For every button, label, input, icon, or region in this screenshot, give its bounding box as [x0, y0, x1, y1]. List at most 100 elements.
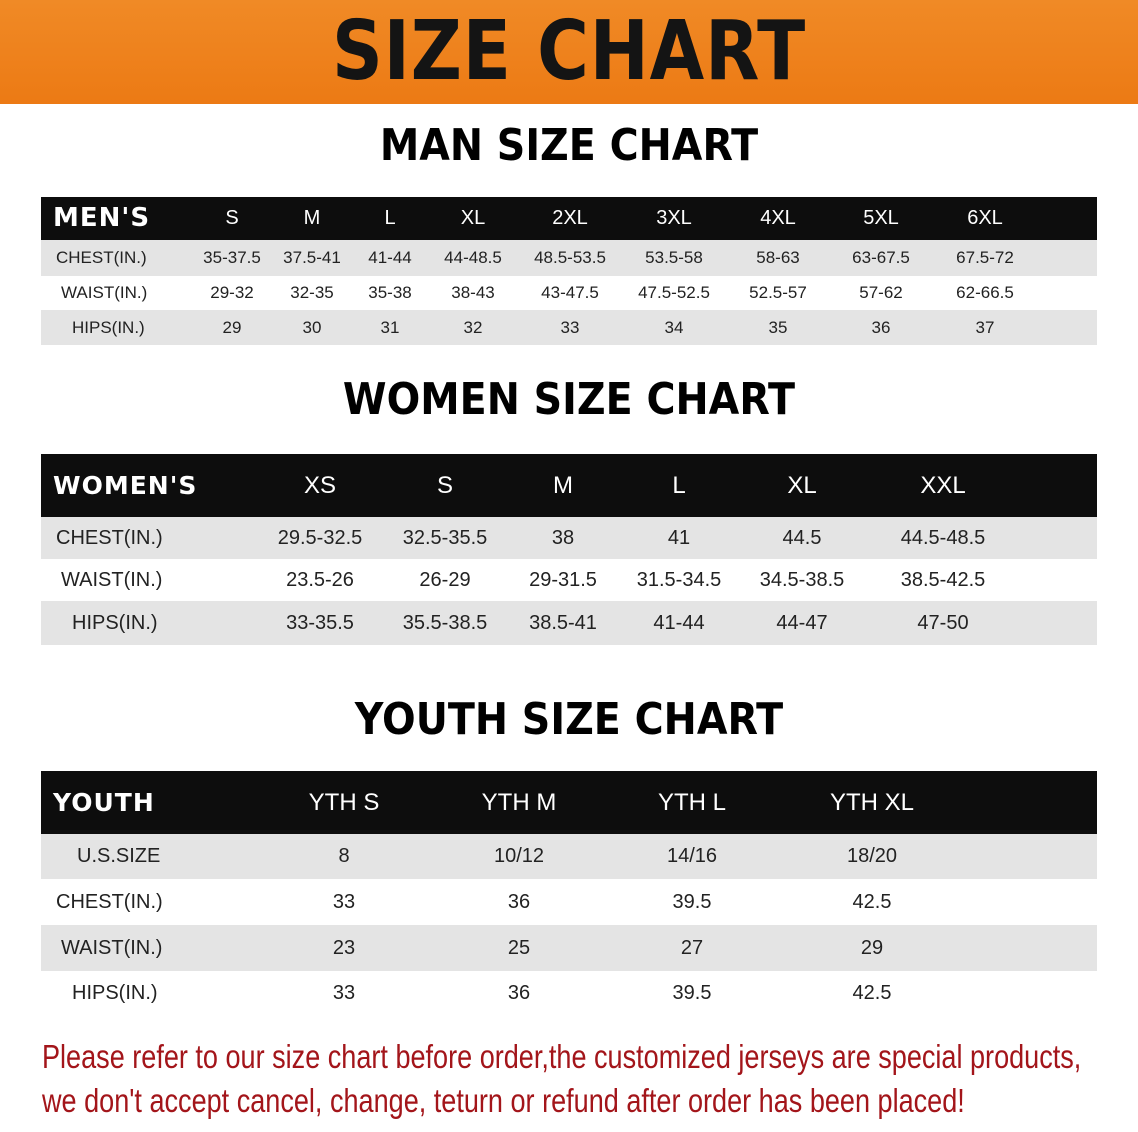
women-table-row: CHEST(IN.) 29.5-32.5 32.5-35.5 38 41 44.5 44.5…	[41, 517, 1097, 559]
youth-size-header: YTH L	[657, 789, 727, 816]
youth-table-row: HIPS(IN.) 33 36 39.5 42.5	[41, 971, 1097, 1016]
table-cell: 39.5	[672, 891, 712, 913]
table-cell: 44-47	[776, 612, 828, 634]
women-size-header: M	[553, 472, 573, 499]
row-label: CHEST(IN.)	[56, 527, 163, 549]
table-cell: 14/16	[666, 845, 718, 867]
table-cell: 29-32	[210, 283, 254, 302]
women-corner-label: WOMEN'S	[53, 471, 198, 500]
table-cell: 42.5	[852, 982, 892, 1004]
table-cell: 39.5	[672, 982, 712, 1004]
men-size-header: 4XL	[760, 207, 796, 229]
table-cell: 25	[507, 937, 531, 959]
notice-line-2: we don't accept cancel, change, teturn o…	[42, 1082, 965, 1119]
youth-size-table: YOUTH YTH S YTH M YTH L YTH XL U.S.SIZE 8 10/12…	[41, 771, 1097, 1016]
men-section-title: MAN SIZE CHART	[379, 120, 759, 171]
table-cell: 42.5	[852, 891, 892, 913]
women-size-header: S	[436, 472, 454, 499]
row-label: HIPS(IN.)	[72, 982, 158, 1004]
youth-size-header: YTH XL	[829, 789, 915, 816]
men-table-row: CHEST(IN.) 35-37.5 37.5-41 41-44 44-48.5 48.5…	[41, 240, 1097, 276]
table-cell: 47-50	[917, 612, 969, 634]
men-size-header: 5XL	[863, 207, 899, 229]
table-cell: 48.5-53.5	[534, 248, 606, 267]
men-size-header: 2XL	[552, 207, 588, 229]
table-cell: 37.5-41	[283, 248, 341, 267]
table-cell: 38-43	[451, 283, 495, 302]
table-cell: 38.5-41	[529, 612, 597, 634]
women-size-header: XL	[787, 472, 817, 499]
women-size-header: L	[672, 472, 686, 499]
table-cell: 23.5-26	[286, 569, 354, 591]
women-table-row: WAIST(IN.) 23.5-26 26-29 29-31.5 31.5-34.5 34…	[41, 559, 1097, 601]
table-cell: 34	[664, 318, 684, 337]
table-cell: 32-35	[290, 283, 334, 302]
men-table-row: HIPS(IN.) 29 30 31 32 33 34 35 36 37	[41, 310, 1097, 345]
men-size-header: M	[303, 207, 321, 229]
men-size-header: L	[384, 207, 396, 229]
table-cell: 35-38	[368, 283, 412, 302]
table-cell: 47.5-52.5	[638, 283, 710, 302]
women-size-header: XS	[303, 472, 337, 499]
table-cell: 23	[332, 937, 356, 959]
table-cell: 67.5-72	[956, 248, 1014, 267]
table-cell: 53.5-58	[645, 248, 703, 267]
men-corner-label: MEN'S	[53, 203, 151, 233]
table-cell: 38	[551, 527, 575, 549]
table-cell: 62-66.5	[956, 283, 1014, 302]
youth-table-row: U.S.SIZE 8 10/12 14/16 18/20	[41, 834, 1097, 879]
table-cell: 8	[338, 845, 350, 867]
table-cell: 33	[332, 891, 356, 913]
table-cell: 31.5-34.5	[636, 569, 722, 591]
notice-line-1: Please refer to our size chart before or…	[42, 1038, 1082, 1075]
table-cell: 43-47.5	[541, 283, 599, 302]
men-table-row: WAIST(IN.) 29-32 32-35 35-38 38-43 43-47.5 47.…	[41, 276, 1097, 310]
women-header-row: WOMEN'S XS S M L XL XXL	[41, 454, 1097, 517]
youth-section-title: YOUTH SIZE CHART	[354, 694, 784, 745]
table-cell: 36	[507, 982, 531, 1004]
table-cell: 30	[302, 318, 322, 337]
table-cell: 32	[463, 318, 483, 337]
table-cell: 41-44	[653, 612, 705, 634]
table-cell: 33-35.5	[286, 612, 354, 634]
table-cell: 44.5-48.5	[900, 527, 986, 549]
men-header-row: MEN'S S M L XL 2XL 3XL 4XL 5XL 6XL	[41, 197, 1097, 240]
row-label: CHEST(IN.)	[56, 891, 163, 913]
table-cell: 36	[507, 891, 531, 913]
banner: SIZE CHART	[0, 0, 1138, 104]
women-table-row: HIPS(IN.) 33-35.5 35.5-38.5 38.5-41 41-44 44-…	[41, 601, 1097, 645]
table-cell: 26-29	[419, 569, 471, 591]
table-cell: 44-48.5	[444, 248, 502, 267]
men-size-header: 3XL	[656, 207, 692, 229]
youth-size-header: YTH M	[481, 789, 557, 816]
banner-title: SIZE CHART	[331, 4, 807, 99]
table-cell: 57-62	[859, 283, 903, 302]
youth-size-header: YTH S	[308, 789, 380, 816]
table-cell: 63-67.5	[852, 248, 910, 267]
table-cell: 27	[680, 937, 704, 959]
women-size-table: WOMEN'S XS S M L XL XXL CHEST(IN.) 29.5-32.5 32.5…	[41, 454, 1097, 645]
men-size-header: XL	[460, 207, 486, 229]
row-label: HIPS(IN.)	[72, 612, 158, 634]
men-size-header: S	[225, 207, 239, 229]
table-cell: 10/12	[493, 845, 545, 867]
table-cell: 41	[667, 527, 691, 549]
table-cell: 44.5	[782, 527, 822, 549]
table-cell: 29-31.5	[529, 569, 597, 591]
table-cell: 52.5-57	[749, 283, 807, 302]
youth-header-row: YOUTH YTH S YTH M YTH L YTH XL	[41, 771, 1097, 834]
table-cell: 29.5-32.5	[277, 527, 363, 549]
row-label: WAIST(IN.)	[61, 569, 163, 591]
table-cell: 31	[380, 318, 400, 337]
table-cell: 34.5-38.5	[759, 569, 845, 591]
row-label: WAIST(IN.)	[61, 283, 148, 302]
table-cell: 58-63	[756, 248, 800, 267]
youth-table-row: WAIST(IN.) 23 25 27 29	[41, 925, 1097, 971]
row-label: U.S.SIZE	[77, 845, 161, 867]
men-size-table: MEN'S S M L XL 2XL 3XL 4XL 5XL 6XL CHEST(IN.) 35-37…	[41, 197, 1097, 345]
table-cell: 38.5-42.5	[900, 569, 986, 591]
table-cell: 18/20	[846, 845, 898, 867]
row-label: HIPS(IN.)	[72, 318, 145, 337]
table-cell: 35	[768, 318, 788, 337]
